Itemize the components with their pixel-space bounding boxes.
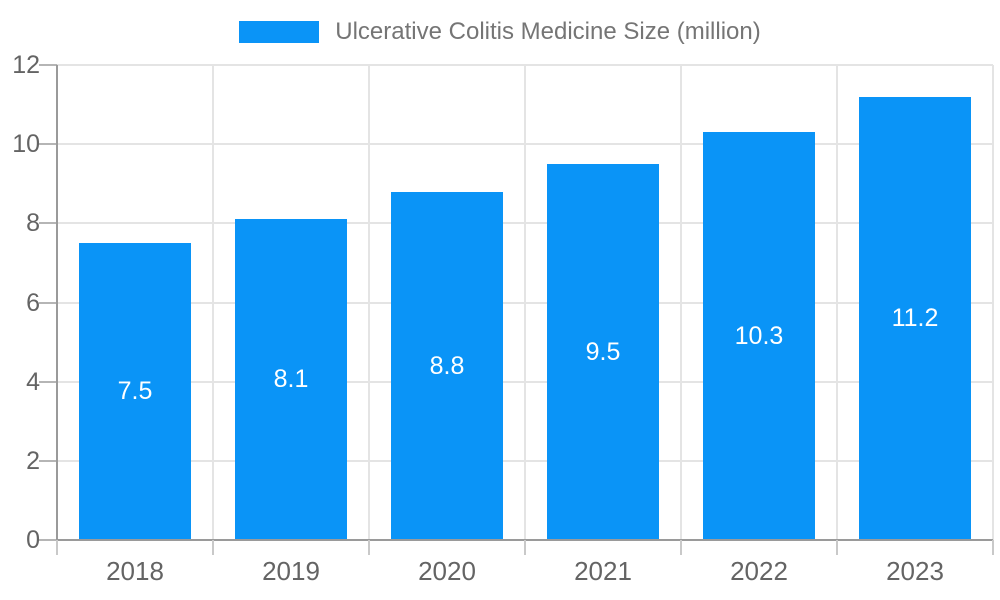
y-tick-label: 0 — [26, 526, 40, 554]
y-tick — [39, 143, 57, 145]
legend: Ulcerative Colitis Medicine Size (millio… — [0, 18, 1000, 46]
bar-value-label: 7.5 — [117, 377, 153, 405]
x-tick-label: 2022 — [730, 556, 788, 586]
bar-2021: 9.5 — [547, 164, 659, 540]
gridline-x-1 — [212, 65, 214, 540]
x-tick — [992, 540, 994, 555]
bar-2019: 8.1 — [235, 219, 347, 540]
gridline-x-6 — [992, 65, 994, 540]
y-tick — [39, 539, 57, 541]
gridline-x-4 — [680, 65, 682, 540]
bar-value-label: 11.2 — [891, 304, 939, 332]
bar-value-label: 8.1 — [273, 365, 309, 393]
y-tick — [39, 222, 57, 224]
y-tick — [39, 302, 57, 304]
y-tick-label: 4 — [26, 368, 40, 396]
bar-value-label: 8.8 — [429, 351, 465, 380]
y-axis-line — [56, 65, 58, 540]
bar-2020: 8.8 — [391, 192, 503, 540]
y-tick-label: 2 — [26, 447, 40, 475]
bar-2022: 10.3 — [703, 132, 815, 540]
x-tick-label: 2019 — [262, 556, 320, 586]
x-tick-label: 2020 — [418, 556, 476, 586]
y-tick-label: 8 — [26, 209, 40, 237]
bar-value-label: 9.5 — [585, 337, 621, 366]
bar-2023: 11.2 — [859, 97, 971, 540]
x-tick-label: 2023 — [886, 556, 944, 586]
y-tick-label: 12 — [12, 51, 40, 79]
x-tick-label: 2018 — [106, 556, 164, 586]
gridline-x-2 — [368, 65, 370, 540]
legend-swatch-icon — [239, 21, 320, 43]
bar-value-label: 10.3 — [734, 321, 784, 350]
y-tick — [39, 460, 57, 462]
y-tick — [39, 381, 57, 383]
x-tick — [836, 540, 838, 555]
x-tick-label: 2021 — [574, 556, 632, 586]
x-tick — [56, 540, 58, 555]
y-tick — [39, 64, 57, 66]
x-tick — [680, 540, 682, 555]
x-tick — [524, 540, 526, 555]
gridline-x-5 — [836, 65, 838, 540]
legend-label: Ulcerative Colitis Medicine Size (millio… — [335, 18, 761, 45]
bar-2018: 7.5 — [79, 243, 191, 540]
y-tick-label: 10 — [12, 130, 40, 158]
gridline-x-3 — [524, 65, 526, 540]
y-tick-label: 6 — [26, 289, 40, 317]
x-tick — [368, 540, 370, 555]
x-tick — [212, 540, 214, 555]
